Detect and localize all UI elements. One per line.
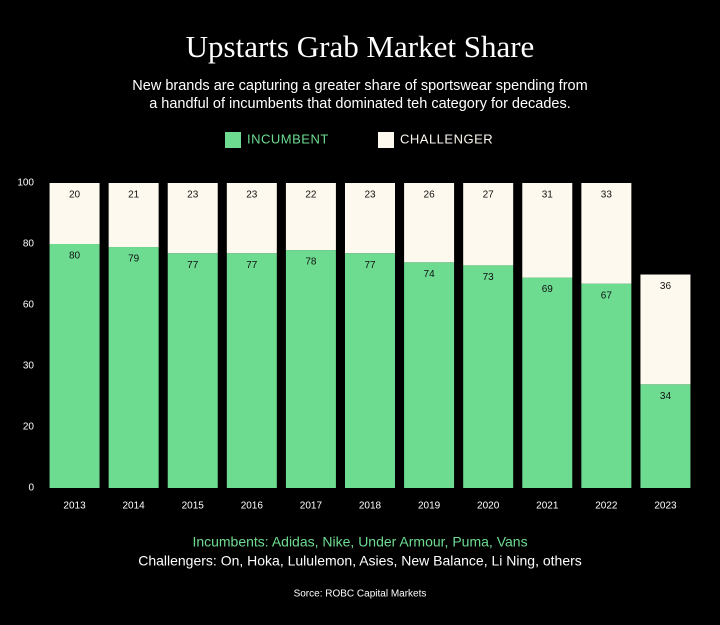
bar-segment [640,274,691,385]
bar-segment [522,277,573,488]
note: Challengers: On, Hoka, Lululemon, Asies,… [138,553,582,569]
value-label: 77 [187,260,199,271]
bar-segment [285,250,336,488]
bar-segment [49,244,100,488]
x-tick-label: 2021 [536,501,559,512]
x-tick-label: 2022 [595,501,618,512]
value-label: 74 [424,269,436,280]
y-tick-label: 20 [23,422,35,433]
value-label: 23 [364,190,376,201]
value-label: 20 [69,190,81,201]
subtitle: a handful of incumbents that dominated t… [149,96,571,112]
legend-swatch [225,132,241,148]
bar-segment [463,265,514,488]
value-label: 78 [305,257,317,268]
value-label: 77 [246,260,258,271]
legend-swatch [378,132,394,148]
x-tick-label: 2014 [123,501,146,512]
y-tick-label: 100 [17,178,34,189]
value-label: 79 [128,254,140,265]
bar-segment [108,247,159,488]
y-tick-label: 80 [23,239,35,250]
value-label: 23 [187,190,199,201]
value-label: 22 [305,190,317,201]
bar-segment [404,183,455,263]
bar-segment [522,183,573,278]
value-label: 77 [364,260,376,271]
legend-label: CHALLENGER [400,131,493,146]
y-tick-label: 60 [23,300,35,311]
value-label: 36 [660,281,672,292]
x-tick-label: 2019 [418,501,441,512]
value-label: 34 [660,391,672,402]
value-label: 26 [424,190,436,201]
bar-segment [285,183,336,251]
y-tick-label: 0 [28,483,34,494]
value-label: 33 [601,190,613,201]
x-tick-label: 2015 [182,501,205,512]
value-label: 21 [128,190,140,201]
value-label: 23 [246,190,258,201]
bar-segment [404,262,455,488]
bar-segment [581,183,632,284]
value-label: 67 [601,290,613,301]
value-label: 69 [542,284,554,295]
chart-title: Upstarts Grab Market Share [186,29,535,64]
x-tick-label: 2016 [241,501,264,512]
bar-segment [226,183,277,254]
bar-segment [108,183,159,248]
legend-label: INCUMBENT [247,131,329,146]
x-tick-label: 2020 [477,501,500,512]
x-tick-label: 2023 [654,501,677,512]
bar-segment [345,253,395,488]
bar-segment [581,283,632,488]
bar-segment [463,183,514,266]
subtitle: New brands are capturing a greater share… [132,78,587,94]
bar-segment [49,183,100,244]
note: Incumbents: Adidas, Nike, Under Armour, … [192,534,527,550]
x-tick-label: 2013 [63,501,86,512]
value-label: 31 [542,190,554,201]
x-tick-label: 2018 [359,501,382,512]
bar-segment [226,253,277,488]
bar-segment [167,183,218,254]
value-label: 80 [69,251,81,262]
source: Sorce: ROBC Capital Markets [294,589,427,600]
bar-segment [640,384,691,488]
value-label: 73 [483,272,495,283]
x-tick-label: 2017 [300,501,323,512]
value-label: 27 [483,190,495,201]
bar-segment [167,253,218,488]
bar-segment [345,183,395,254]
y-tick-label: 30 [23,361,35,372]
